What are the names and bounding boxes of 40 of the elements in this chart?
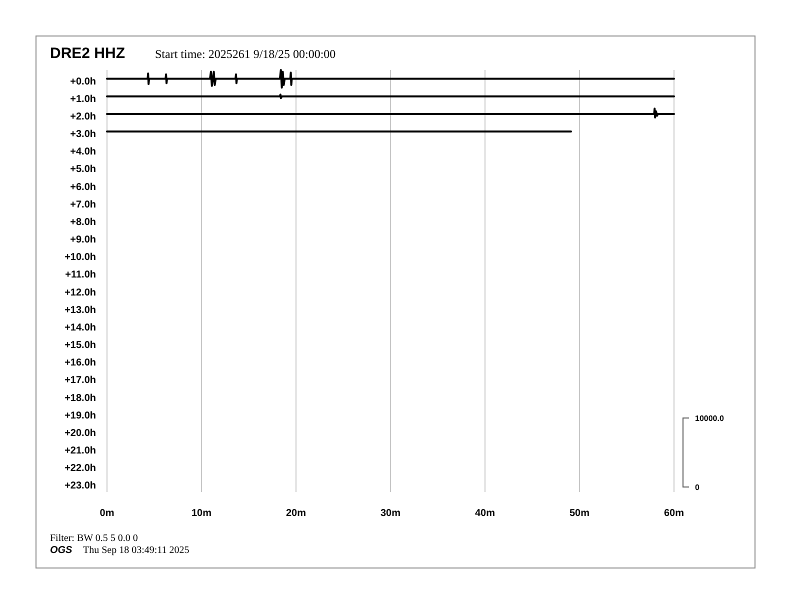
y-tick-label: +12.0h: [64, 287, 96, 298]
y-tick-label: +4.0h: [70, 146, 96, 158]
line-series: [106, 108, 675, 118]
y-tick-label: +13.0h: [64, 304, 96, 316]
x-tick-label: 20m: [286, 508, 306, 519]
y-tick-label: +3.0h: [70, 129, 96, 140]
chart-subtitle: Start time: 2025261 9/18/25 00:00:00: [155, 47, 336, 61]
text: OGS: [50, 545, 73, 556]
y-tick-label: +6.0h: [70, 182, 96, 193]
x-tick-label: 50m: [569, 508, 590, 519]
text: 10000.0: [695, 414, 724, 423]
x-tick-label: 30m: [380, 508, 401, 519]
y-tick-label: +9.0h: [70, 234, 96, 246]
y-tick-label: +7.0h: [70, 199, 96, 210]
y-tick-label: +11.0h: [65, 270, 96, 281]
y-tick-label: +14.0h: [64, 322, 96, 334]
x-tick-label: 40m: [474, 508, 496, 519]
y-tick-label: +22.0h: [64, 463, 96, 474]
y-tick-label: +2.0h: [70, 111, 96, 122]
y-tick-label: +20.0h: [64, 428, 96, 439]
chart-title: DRE2 HHZ: [50, 45, 126, 62]
y-tick-label: +10.0h: [64, 252, 96, 264]
x-tick-label: 10m: [191, 508, 212, 519]
y-tick-label: +1.0h: [70, 94, 96, 105]
x-tick-label: 0m: [100, 508, 114, 519]
text: 0: [695, 482, 700, 492]
y-tick-label: +0.0h: [70, 76, 96, 88]
y-tick-label: +15.0h: [64, 340, 96, 352]
y-tick-label: +8.0h: [70, 216, 96, 228]
line-series: [106, 69, 675, 89]
y-tick-label: +17.0h: [64, 375, 96, 386]
y-tick-label: +5.0h: [70, 164, 96, 176]
text: Thu Sep 18 03:49:11 2025: [83, 545, 190, 556]
text: Filter: BW 0.5 5 0.0 0: [50, 533, 138, 544]
x-tick-label: 60m: [664, 508, 684, 519]
y-tick-label: +21.0h: [64, 446, 96, 457]
y-tick-label: +16.0h: [64, 358, 96, 369]
y-tick-label: +23.0h: [64, 480, 96, 492]
y-tick-label: +19.0h: [64, 410, 96, 422]
y-tick-label: +18.0h: [64, 392, 96, 404]
